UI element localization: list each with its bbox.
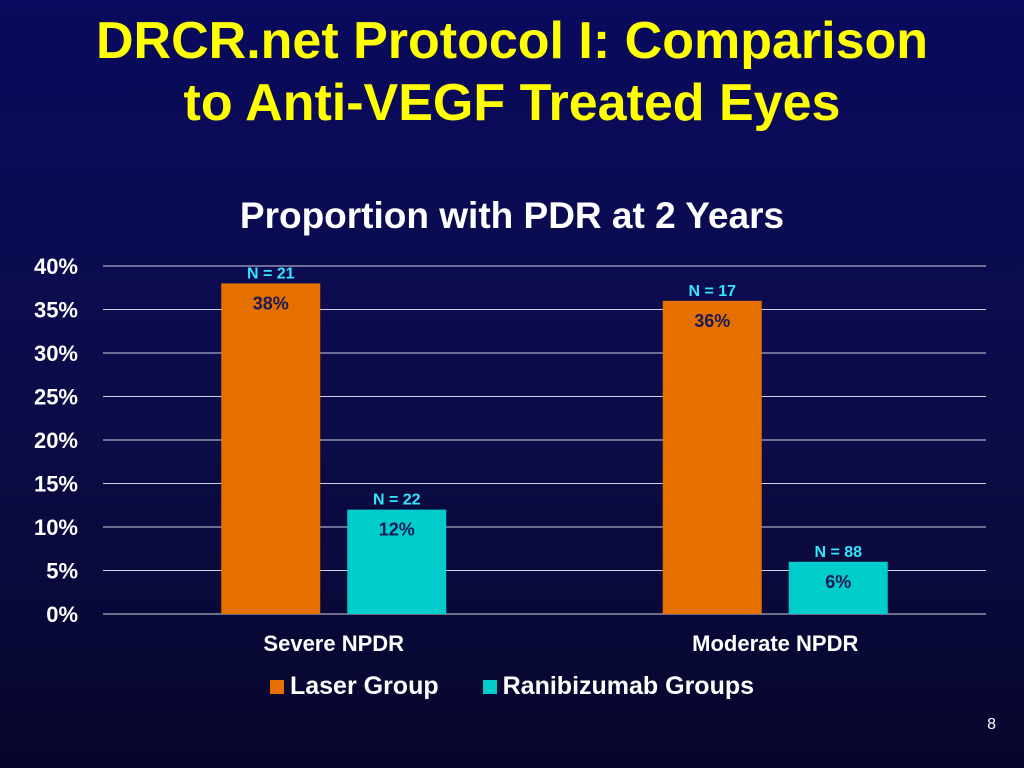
x-category-label: Moderate NPDR: [692, 631, 858, 656]
bar-value-label: 12%: [379, 520, 415, 540]
bar-n-label: N = 17: [688, 283, 736, 300]
bar-value-label: 6%: [825, 572, 851, 592]
bar: [221, 283, 321, 614]
x-category-label: Severe NPDR: [263, 631, 404, 656]
slide-title-line-1: DRCR.net Protocol I: Comparison: [95, 12, 929, 70]
slide-title: DRCR.net Protocol I: Comparison to Anti-…: [0, 10, 1024, 134]
y-tick-label: 10%: [34, 515, 78, 540]
bar: [347, 509, 447, 614]
legend-item-ranibizumab: Ranibizumab Groups: [482, 672, 755, 701]
legend-item-laser: Laser Group: [269, 672, 439, 701]
y-tick-label: 5%: [46, 559, 78, 584]
bar-n-label: N = 22: [373, 492, 421, 509]
bar: [662, 300, 762, 614]
bar-n-label: N = 88: [814, 544, 862, 561]
y-tick-label: 35%: [34, 298, 78, 323]
y-tick-label: 15%: [34, 472, 78, 497]
slide-number: 8: [987, 716, 996, 733]
bar: [788, 561, 888, 614]
y-tick-label: 40%: [34, 254, 78, 279]
y-tick-label: 25%: [34, 385, 78, 410]
bar-value-label: 38%: [253, 293, 289, 313]
y-tick-label: 30%: [34, 341, 78, 366]
y-tick-label: 0%: [46, 602, 78, 627]
slide-title-line-2: to Anti-VEGF Treated Eyes: [183, 74, 841, 132]
chart-legend: Laser Group Ranibizumab Groups: [0, 672, 1024, 701]
chart-title: Proportion with PDR at 2 Years: [239, 195, 785, 236]
bar-n-label: N = 21: [247, 265, 295, 282]
bar-value-label: 36%: [694, 311, 730, 331]
legend-label-ranibizumab: Ranibizumab Groups: [502, 672, 755, 700]
legend-swatch-ranibizumab: [482, 679, 497, 694]
y-tick-label: 20%: [34, 428, 78, 453]
legend-label-laser: Laser Group: [289, 672, 439, 700]
legend-swatch-laser: [269, 679, 284, 694]
